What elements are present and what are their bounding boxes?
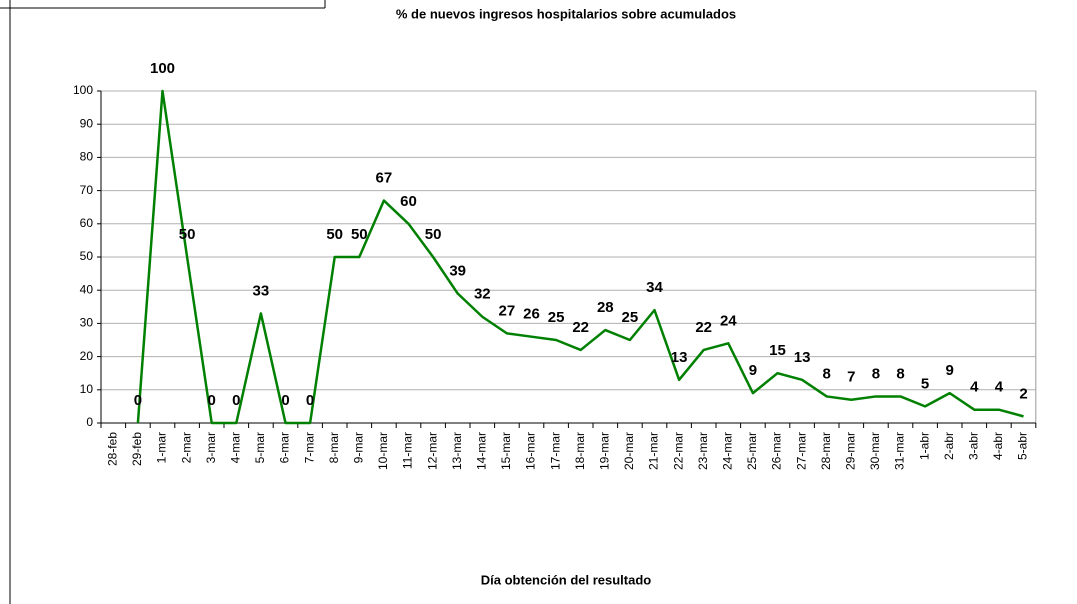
data-label: 50 bbox=[425, 226, 442, 243]
data-label: 27 bbox=[499, 302, 516, 319]
data-line bbox=[136, 89, 1024, 425]
data-label: 5 bbox=[921, 375, 929, 392]
data-label: 8 bbox=[823, 365, 831, 382]
data-label: 39 bbox=[449, 262, 466, 279]
y-tick-label: 10 bbox=[80, 382, 94, 396]
data-label: 9 bbox=[946, 362, 954, 379]
x-tick-label: 17-mar bbox=[548, 432, 562, 470]
data-label: 50 bbox=[179, 226, 196, 243]
data-label: 0 bbox=[208, 392, 216, 409]
x-tick-label: 2-abr bbox=[942, 432, 956, 460]
data-label: 8 bbox=[872, 365, 880, 382]
x-tick-label: 26-mar bbox=[770, 432, 784, 470]
data-label: 8 bbox=[896, 365, 904, 382]
y-tick-label: 50 bbox=[80, 249, 94, 263]
x-tick-label: 25-mar bbox=[745, 432, 759, 470]
x-tick-label: 4-mar bbox=[228, 432, 242, 463]
data-label: 9 bbox=[749, 362, 757, 379]
data-label: 60 bbox=[400, 193, 417, 210]
data-label: 13 bbox=[671, 349, 688, 366]
x-tick-label: 9-mar bbox=[351, 432, 365, 463]
data-label: 50 bbox=[351, 226, 368, 243]
x-tick-label: 15-mar bbox=[499, 432, 513, 470]
x-tick-label: 2-mar bbox=[179, 432, 193, 463]
data-label: 34 bbox=[646, 279, 663, 296]
y-tick-label: 90 bbox=[80, 116, 94, 130]
chart-title: % de nuevos ingresos hospitalarios sobre… bbox=[396, 6, 736, 21]
y-tick-label: 30 bbox=[80, 316, 94, 330]
x-axis-title: Día obtención del resultado bbox=[481, 572, 652, 587]
x-tick-label: 14-mar bbox=[474, 432, 488, 470]
data-label: 25 bbox=[622, 309, 639, 326]
data-label: 26 bbox=[523, 306, 540, 323]
x-tick-label: 1-mar bbox=[155, 432, 169, 463]
data-label: 0 bbox=[232, 392, 240, 409]
data-label: 22 bbox=[695, 319, 712, 336]
x-tick-label: 13-mar bbox=[450, 432, 464, 470]
data-label: 67 bbox=[376, 170, 393, 187]
x-tick-label: 30-mar bbox=[868, 432, 882, 470]
x-tick-label: 6-mar bbox=[278, 432, 292, 463]
x-tick-label: 31-mar bbox=[893, 432, 907, 470]
x-tick-label: 28-feb bbox=[105, 432, 119, 466]
y-tick-label: 60 bbox=[80, 216, 94, 230]
data-label: 28 bbox=[597, 299, 614, 316]
x-tick-label: 11-mar bbox=[401, 432, 415, 469]
data-label: 25 bbox=[548, 309, 565, 326]
x-tick-label: 21-mar bbox=[647, 432, 661, 470]
x-tick-label: 24-mar bbox=[720, 432, 734, 470]
data-label: 22 bbox=[572, 319, 589, 336]
x-tick-label: 7-mar bbox=[302, 432, 316, 463]
x-tick-label: 18-mar bbox=[573, 432, 587, 470]
data-label: 0 bbox=[281, 392, 289, 409]
data-label: 33 bbox=[253, 282, 270, 299]
x-tick-label: 10-mar bbox=[376, 432, 390, 470]
data-label: 100 bbox=[150, 60, 175, 77]
data-label: 7 bbox=[847, 369, 855, 386]
data-label: 4 bbox=[995, 379, 1004, 396]
x-tick-label: 16-mar bbox=[524, 432, 538, 470]
x-tick-label: 3-mar bbox=[204, 432, 218, 463]
data-label: 13 bbox=[794, 349, 811, 366]
y-tick-label: 80 bbox=[80, 150, 94, 164]
x-tick-label: 28-mar bbox=[819, 432, 833, 470]
data-label: 24 bbox=[720, 312, 737, 329]
y-tick-label: 20 bbox=[80, 349, 94, 363]
data-label: 50 bbox=[326, 226, 343, 243]
y-tick-label: 40 bbox=[80, 282, 94, 296]
x-tick-label: 20-mar bbox=[622, 432, 636, 470]
y-tick-label: 0 bbox=[86, 415, 93, 429]
x-tick-label: 5-abr bbox=[1016, 432, 1030, 460]
data-label: 15 bbox=[769, 342, 786, 359]
y-tick-label: 70 bbox=[80, 183, 94, 197]
x-tick-label: 19-mar bbox=[597, 432, 611, 470]
x-tick-label: 1-abr bbox=[917, 432, 931, 460]
x-tick-label: 27-mar bbox=[794, 432, 808, 470]
x-tick-label: 29-feb bbox=[130, 432, 144, 466]
data-label: 0 bbox=[306, 392, 314, 409]
data-label: 32 bbox=[474, 286, 491, 303]
data-label: 2 bbox=[1019, 385, 1027, 402]
x-tick-label: 3-abr bbox=[966, 432, 980, 460]
x-tick-label: 8-mar bbox=[327, 432, 341, 463]
x-tick-label: 4-abr bbox=[991, 432, 1005, 460]
x-tick-label: 29-mar bbox=[843, 432, 857, 470]
x-tick-label: 5-mar bbox=[253, 432, 267, 463]
x-tick-label: 22-mar bbox=[671, 432, 685, 470]
x-tick-label: 23-mar bbox=[696, 432, 710, 470]
data-label: 4 bbox=[970, 379, 979, 396]
x-tick-label: 12-mar bbox=[425, 432, 439, 470]
data-label: 0 bbox=[134, 392, 142, 409]
y-tick-label: 100 bbox=[73, 83, 93, 97]
